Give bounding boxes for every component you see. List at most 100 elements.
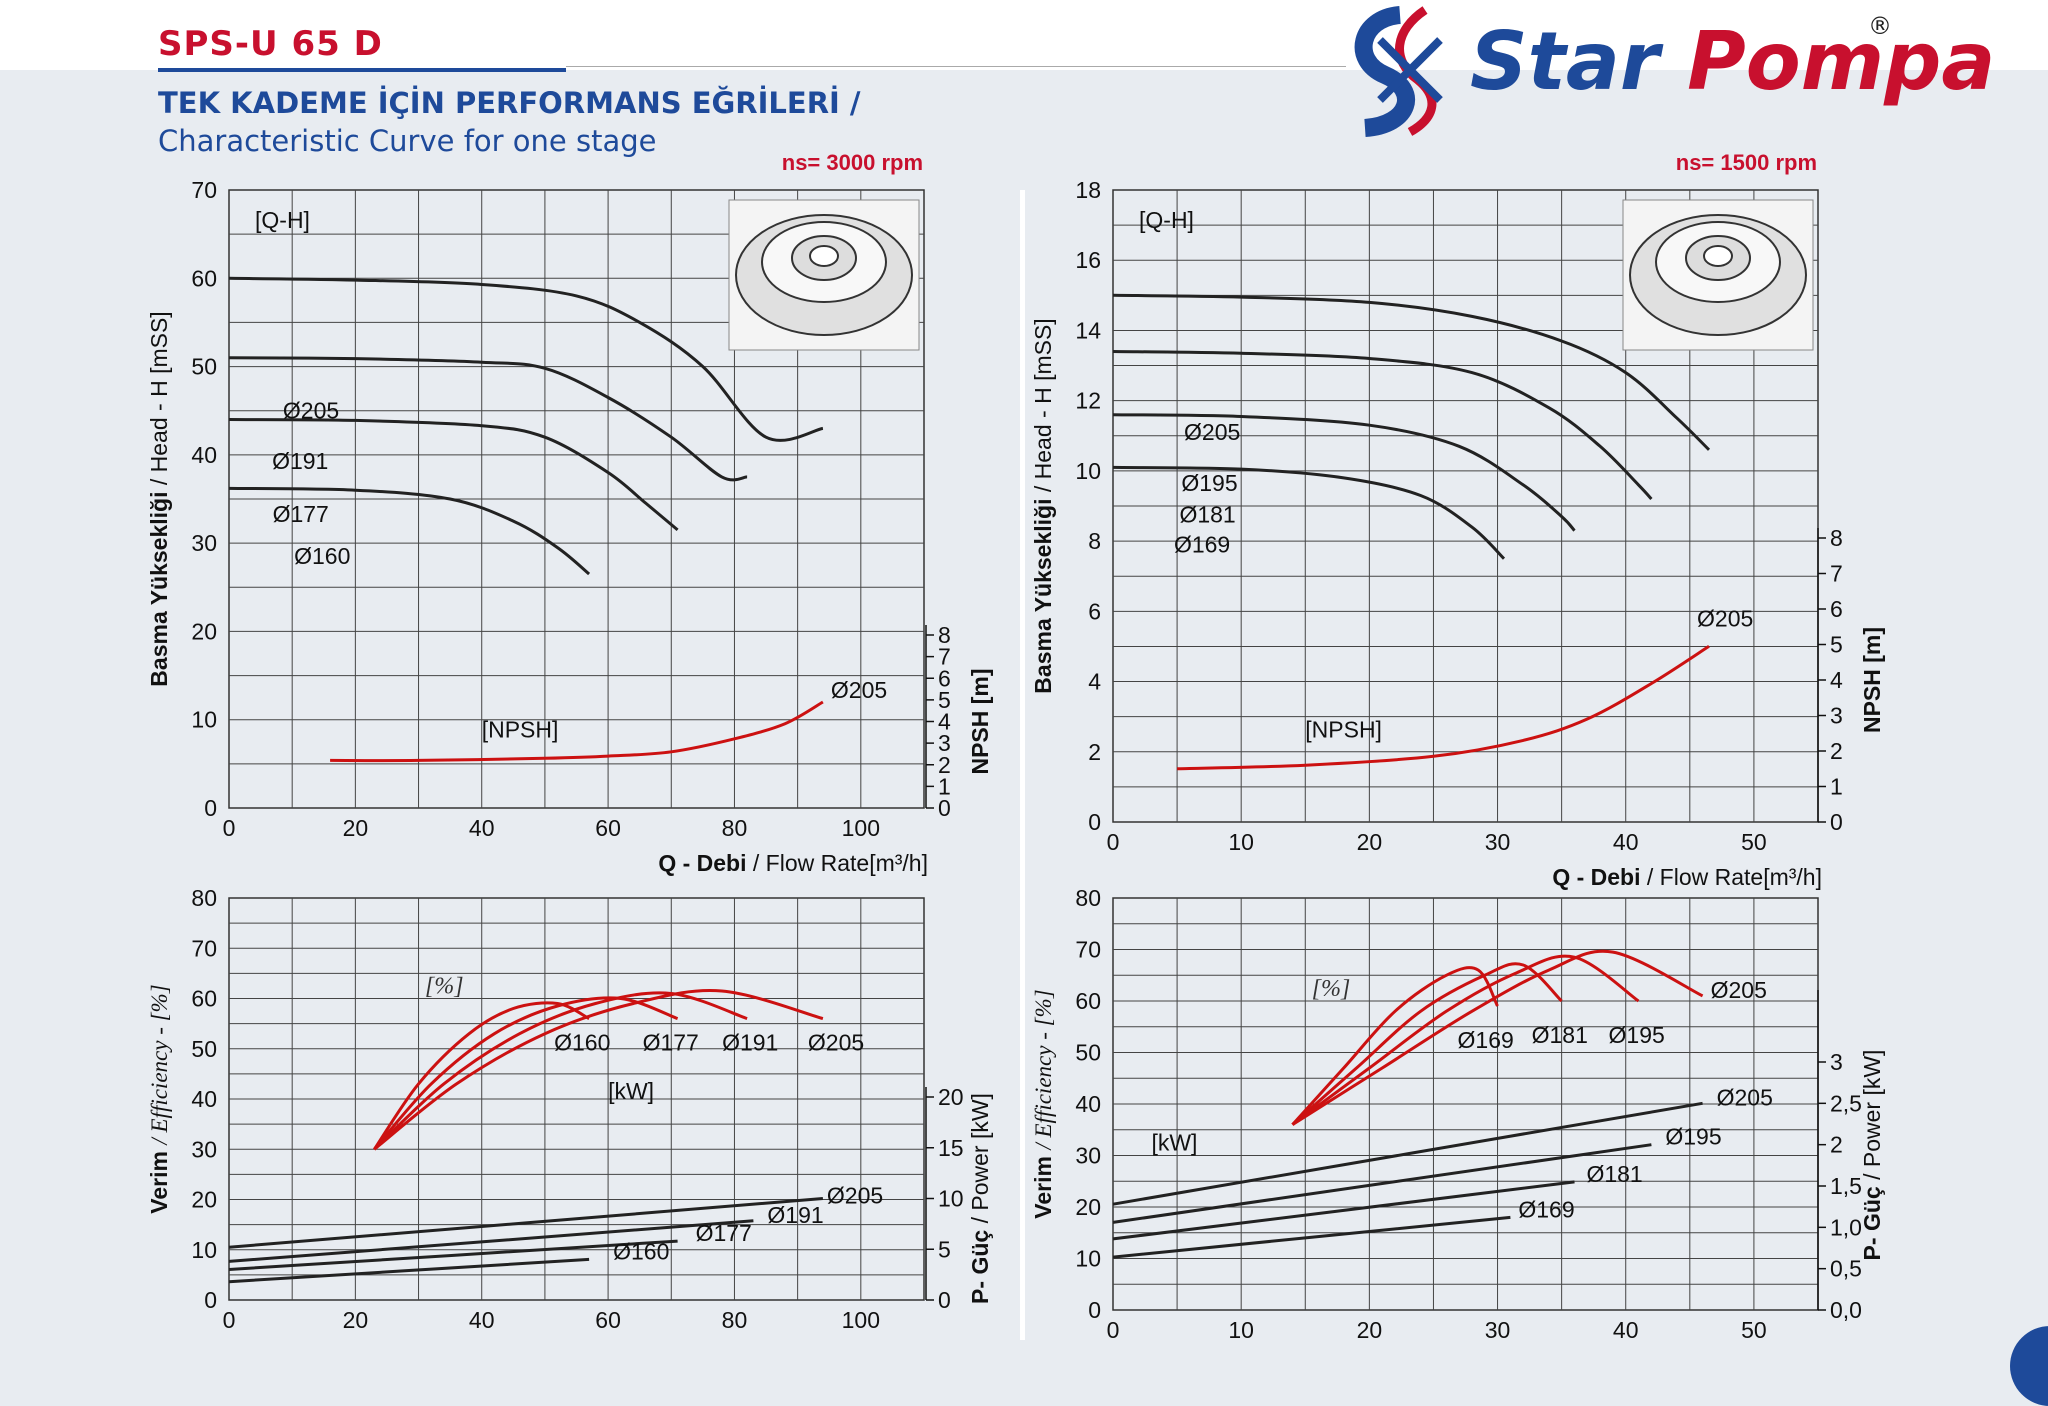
series-line-Ø191 <box>228 356 748 482</box>
logo-word-pompa: Pompa <box>1687 15 1996 108</box>
x-tick-label: 20 <box>343 1307 369 1333</box>
series-line-Ø205 <box>228 1197 824 1249</box>
series-label: Ø195 <box>1609 1022 1665 1048</box>
series-label: Ø177 <box>696 1220 752 1246</box>
y2-tick-label: 6 <box>938 665 951 691</box>
x-tick-label: 10 <box>1228 1317 1254 1343</box>
efficiency-label: [%] <box>1312 976 1351 1002</box>
qh-label: [Q-H] <box>255 207 310 233</box>
series-label: Ø205 <box>827 1183 883 1209</box>
series-line-Ø160 <box>373 1001 590 1151</box>
y2-tick-label: 0,5 <box>1830 1256 1862 1282</box>
series-label: Ø195 <box>1665 1124 1721 1150</box>
y2-tick-label: 0 <box>1830 809 1843 835</box>
y-axis-label: Verim / Efficiency - [%] <box>146 984 172 1213</box>
chart-bottom-right: 0 10 20 30 40 50 0 10 20 30 40 50 60 70 80 0,0 0,5 1,0 1,5… <box>1030 885 1885 1343</box>
y2-tick-label: 5 <box>938 1236 951 1262</box>
npsh-label: [NPSH] <box>482 716 559 742</box>
series-line-Ø191 <box>228 1219 754 1263</box>
x-tick-label: 20 <box>1357 829 1383 855</box>
y-axis-label: Verim / Efficiency - [%] <box>1030 989 1056 1218</box>
impeller-image <box>728 199 920 351</box>
y-tick-label: 70 <box>191 177 217 203</box>
y-tick-label: 80 <box>191 885 217 911</box>
charts-canvas: 0 20 40 60 80 100010203040506070012345678Basm… <box>146 150 1885 1343</box>
y2-tick-label: 2,5 <box>1830 1090 1862 1116</box>
y-tick-label: 14 <box>1075 317 1101 343</box>
y-tick-label: 70 <box>191 935 217 961</box>
x-tick-label: 0 <box>1107 1317 1120 1343</box>
y-tick-label: 80 <box>1075 885 1101 911</box>
y-tick-label: 30 <box>191 1136 217 1162</box>
x-tick-label: 20 <box>343 815 369 841</box>
y2-tick-label: 10 <box>938 1186 964 1212</box>
y2-tick-label: 15 <box>938 1135 964 1161</box>
y2-tick-label: 2 <box>1830 1132 1843 1158</box>
logo-word-star: Star <box>1470 15 1660 108</box>
chart-bottom-left: 0 20 40 60 80 100 0 10 20 30 40 50 60 70 80 0 5 10 15 20 Ver… <box>146 885 993 1333</box>
series-label: Ø191 <box>272 448 328 474</box>
y-tick-label: 50 <box>191 1036 217 1062</box>
series-label: Ø191 <box>767 1202 823 1228</box>
y2-axis-label: NPSH [m] <box>1859 627 1885 733</box>
series-label: Ø177 <box>643 1030 699 1056</box>
series-label: Ø181 <box>1532 1022 1588 1048</box>
header-rule <box>566 66 1346 67</box>
series-line-Ø195 <box>1291 954 1640 1126</box>
y2-tick-label: 6 <box>1830 596 1843 622</box>
x-tick-label: 30 <box>1485 829 1511 855</box>
chart-top-right: 0 10 20 30 40 50024681012141618012345678Basma… <box>1030 150 1885 890</box>
y2-tick-label: 7 <box>938 644 951 670</box>
x-tick-label: 0 <box>1107 829 1120 855</box>
y2-tick-label: 1,5 <box>1830 1173 1862 1199</box>
y2-axis-label: P- Güç / Power [kW] <box>1859 1050 1885 1261</box>
registered-mark: ® <box>1868 12 1892 40</box>
y-tick-label: 0 <box>1088 1297 1101 1323</box>
series-label: Ø169 <box>1458 1027 1514 1053</box>
y-tick-label: 60 <box>1075 988 1101 1014</box>
y-tick-label: 40 <box>191 1086 217 1112</box>
series-line-Ø181 <box>1112 1180 1575 1241</box>
power-label: [kW] <box>1151 1129 1197 1155</box>
series-line-Ø169 <box>1291 966 1499 1126</box>
series-line-Ø169 <box>1112 465 1506 560</box>
npsh-label: [NPSH] <box>1305 717 1382 743</box>
y-tick-label: 10 <box>1075 1246 1101 1272</box>
y2-tick-label: 4 <box>1830 667 1843 693</box>
x-axis-label: Q - Debi / Flow Rate[m³/h] <box>658 850 928 876</box>
qh-label: [Q-H] <box>1139 207 1194 233</box>
y-tick-label: 0 <box>204 795 217 821</box>
y2-tick-label: 5 <box>938 687 951 713</box>
power-label: [kW] <box>608 1078 654 1104</box>
panel-divider <box>1020 190 1025 1340</box>
y2-tick-label: 1 <box>1830 774 1843 800</box>
series-label: Ø205 <box>1184 419 1240 445</box>
series-label: Ø160 <box>294 543 350 569</box>
x-tick-label: 40 <box>1613 1317 1639 1343</box>
series-line-Ø181 <box>1112 413 1576 532</box>
series-label: Ø169 <box>1174 532 1230 558</box>
x-tick-label: 100 <box>842 1307 880 1333</box>
y2-axis-label: P- Güç / Power [kW] <box>967 1093 993 1304</box>
y-tick-label: 6 <box>1088 598 1101 624</box>
y2-tick-label: 7 <box>1830 561 1843 587</box>
series-label: Ø160 <box>613 1238 669 1264</box>
x-tick-label: 50 <box>1741 1317 1767 1343</box>
y-tick-label: 18 <box>1075 177 1101 203</box>
x-tick-label: 80 <box>722 815 748 841</box>
x-tick-label: 20 <box>1357 1317 1383 1343</box>
y-tick-label: 4 <box>1088 669 1101 695</box>
series-label: Ø160 <box>554 1030 610 1056</box>
x-tick-label: 50 <box>1741 829 1767 855</box>
series-line-Ø205 <box>1112 293 1711 451</box>
logo-wordmark: Star Pompa <box>1470 22 1995 102</box>
x-tick-label: 0 <box>223 1307 236 1333</box>
series-line-Ø205 <box>330 700 824 763</box>
series-line-Ø169 <box>1112 1215 1511 1259</box>
y2-tick-label: 2 <box>938 752 951 778</box>
y-tick-label: 20 <box>1075 1194 1101 1220</box>
y2-tick-label: 8 <box>938 622 951 648</box>
y2-tick-label: 0,0 <box>1830 1297 1862 1323</box>
efficiency-label: [%] <box>425 973 464 999</box>
model-underline <box>158 68 566 72</box>
